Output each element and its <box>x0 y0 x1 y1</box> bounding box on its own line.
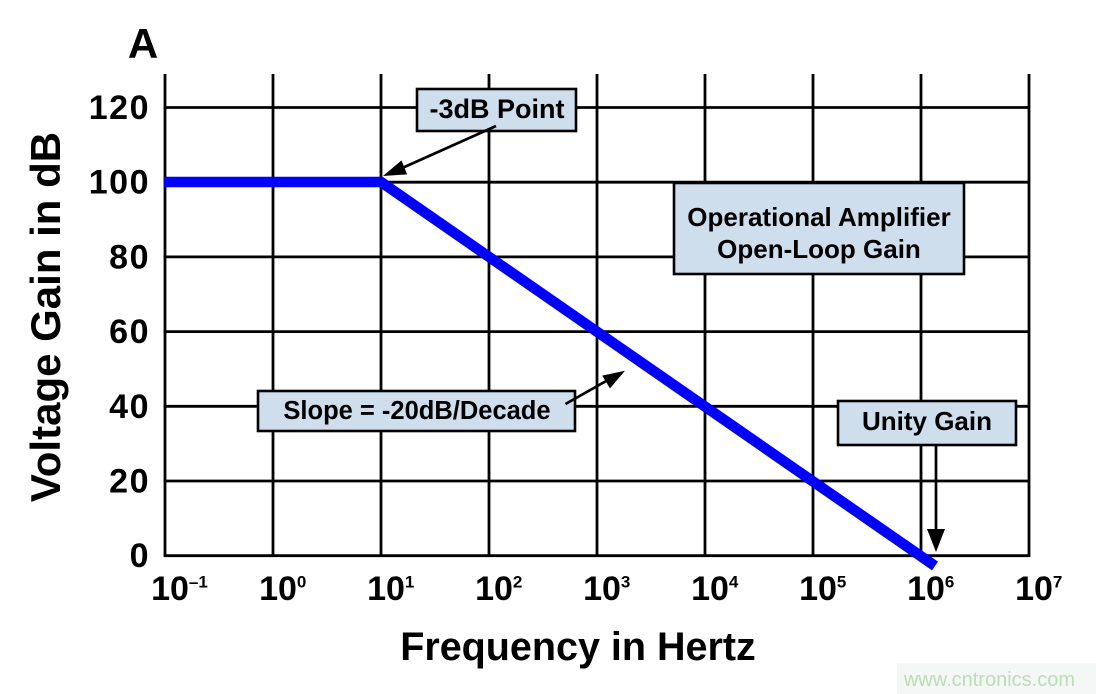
svg-text:Frequency in Hertz: Frequency in Hertz <box>400 625 756 669</box>
svg-text:Slope = -20dB/Decade: Slope = -20dB/Decade <box>283 397 550 425</box>
svg-text:80: 80 <box>109 238 150 276</box>
svg-text:20: 20 <box>109 463 150 501</box>
svg-text:100: 100 <box>89 164 150 202</box>
svg-text:40: 40 <box>109 388 150 426</box>
svg-text:-3dB Point: -3dB Point <box>430 94 565 124</box>
svg-text:0: 0 <box>130 537 150 575</box>
svg-text:106: 106 <box>907 570 954 608</box>
svg-text:120: 120 <box>89 89 150 127</box>
svg-text:A: A <box>128 20 158 67</box>
svg-text:Unity Gain: Unity Gain <box>862 406 992 436</box>
svg-text:60: 60 <box>109 313 150 351</box>
svg-text:Open-Loop Gain: Open-Loop Gain <box>717 234 921 264</box>
svg-text:www.cntronics.com: www.cntronics.com <box>903 669 1075 691</box>
svg-text:Voltage Gain in dB: Voltage Gain in dB <box>22 132 69 502</box>
svg-text:Operational Amplifier: Operational Amplifier <box>687 202 950 232</box>
